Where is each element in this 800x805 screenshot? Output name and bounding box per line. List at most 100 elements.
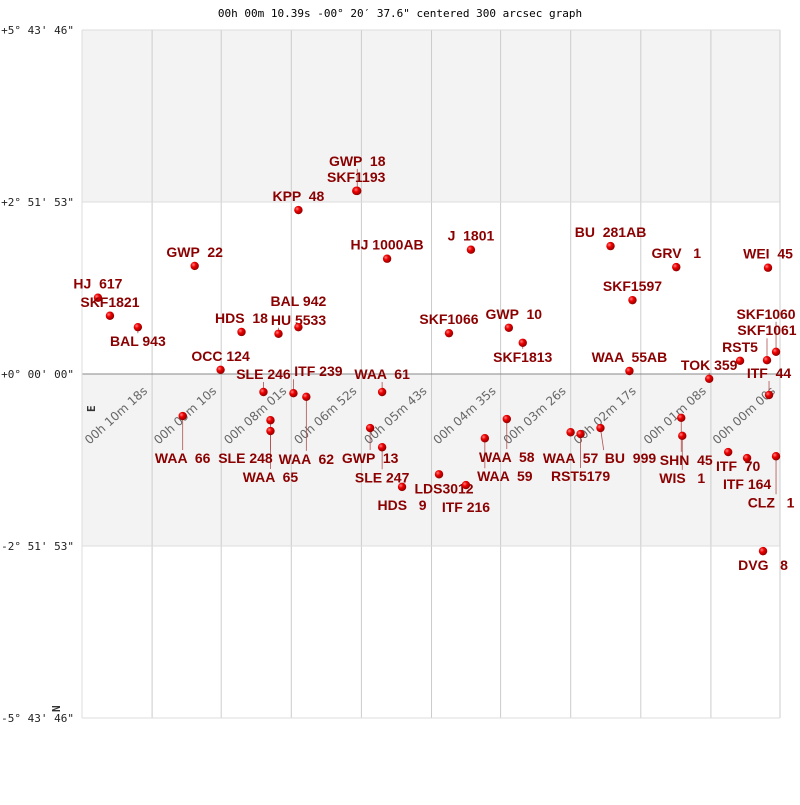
star[interactable]: GWP 18 (329, 153, 386, 196)
star-marker[interactable] (216, 365, 225, 374)
star-marker[interactable] (566, 428, 575, 437)
star-label[interactable]: ITF 44 (747, 365, 792, 381)
star[interactable]: SLE 246 (236, 366, 291, 397)
star-marker[interactable] (377, 387, 387, 397)
star[interactable]: WAA 58 (479, 414, 535, 465)
star-label[interactable]: SKF1193 (327, 169, 386, 185)
star-label[interactable]: SKF1060 (736, 306, 795, 322)
star[interactable]: WAA 57 (543, 428, 599, 466)
star-marker[interactable] (365, 423, 375, 433)
star[interactable]: SKF1060 (736, 306, 796, 356)
star-marker[interactable] (480, 434, 490, 443)
star[interactable]: ITF 44 (747, 365, 792, 400)
star[interactable]: SLE 247 (355, 443, 410, 485)
star[interactable]: DVG 8 (738, 546, 788, 573)
star-marker[interactable] (764, 390, 774, 400)
star-marker[interactable] (302, 392, 311, 402)
star[interactable]: WAA 55AB (592, 349, 668, 376)
star-marker[interactable] (502, 414, 511, 424)
star-marker[interactable] (606, 241, 615, 251)
star-marker[interactable] (763, 263, 773, 272)
star-marker[interactable] (461, 480, 471, 490)
star[interactable]: WIS 1 (659, 431, 705, 486)
star-marker[interactable] (596, 423, 605, 433)
star[interactable]: SHN 45 (660, 413, 713, 468)
star-marker[interactable] (294, 205, 303, 215)
star-label[interactable]: BAL 943 (110, 333, 166, 349)
star-marker[interactable] (294, 322, 303, 332)
star-label[interactable]: WIS 1 (659, 470, 705, 486)
star-label[interactable]: SKF1066 (419, 311, 478, 327)
star[interactable]: WAA 59 (477, 434, 533, 484)
star-label[interactable]: ITF 239 (294, 363, 342, 379)
star-marker[interactable] (266, 416, 275, 425)
star-marker[interactable] (237, 327, 246, 337)
star-label[interactable]: BU 999 (605, 450, 657, 466)
star[interactable]: WAA 62 (279, 392, 335, 467)
star[interactable]: ITF 70 (716, 447, 761, 474)
star-marker[interactable] (742, 453, 752, 463)
star-label[interactable]: ITF 216 (442, 499, 490, 515)
star-marker[interactable] (762, 355, 772, 365)
star-label[interactable]: HU 5533 (271, 312, 326, 328)
star-label[interactable]: WAA 66 (155, 450, 211, 466)
star[interactable]: J 1801 (448, 228, 495, 254)
star[interactable]: KPP 48 (272, 188, 325, 215)
star-label[interactable]: SLE 247 (355, 469, 410, 485)
star-label[interactable]: WAA 58 (479, 449, 535, 465)
star[interactable]: HJ 617 (73, 276, 123, 302)
star-label[interactable]: OCC 124 (191, 348, 250, 364)
star[interactable]: ITF 164 (723, 453, 771, 492)
star[interactable]: WAA 66 (155, 411, 211, 466)
star-label[interactable]: SKF1821 (80, 294, 139, 310)
star-label[interactable]: LDS3012 (414, 480, 473, 496)
star-label[interactable]: GWP 22 (166, 244, 223, 260)
star[interactable]: OCC 124 (191, 348, 250, 374)
star-label[interactable]: TOK 359 (681, 357, 738, 373)
star[interactable]: TOK 359 (681, 357, 738, 384)
star-marker[interactable] (266, 426, 275, 436)
star-label[interactable]: KPP 48 (272, 188, 324, 204)
star-marker[interactable] (735, 356, 745, 365)
star-marker[interactable] (93, 293, 103, 302)
star[interactable]: GWP 22 (166, 244, 223, 271)
star-marker[interactable] (133, 322, 143, 332)
star[interactable]: SKF1813 (493, 338, 553, 365)
star-label[interactable]: WAA 61 (354, 366, 410, 382)
star-marker[interactable] (771, 452, 781, 461)
star[interactable]: WAA 65 (243, 426, 299, 485)
star-label[interactable]: SLE 248 (218, 450, 273, 466)
star-marker[interactable] (704, 374, 714, 384)
star-label[interactable]: J 1801 (448, 228, 495, 244)
star[interactable]: CLZ 1 (748, 452, 795, 510)
star[interactable]: GWP 13 (342, 423, 399, 466)
star-label[interactable]: WAA 65 (243, 469, 299, 485)
star[interactable]: SKF1597 (603, 278, 662, 305)
star[interactable]: GWP 10 (486, 306, 543, 332)
star[interactable]: BAL 942 (271, 293, 327, 332)
star-label[interactable]: SKF1813 (493, 349, 552, 365)
star-label[interactable]: SLE 246 (236, 366, 291, 382)
star[interactable]: SLE 248 (218, 416, 275, 466)
star-marker[interactable] (397, 482, 407, 492)
star-marker[interactable] (672, 262, 681, 272)
star[interactable]: ITF 216 (442, 480, 490, 515)
star[interactable]: SKF1061 (737, 322, 797, 365)
star-label[interactable]: GWP 18 (329, 153, 386, 169)
star[interactable]: WEI 45 (743, 246, 793, 272)
star-marker[interactable] (625, 366, 634, 376)
star-label[interactable]: HJ 617 (73, 276, 122, 292)
star-marker[interactable] (190, 261, 199, 271)
star-marker[interactable] (105, 311, 115, 320)
star-marker[interactable] (677, 413, 686, 423)
star-label[interactable]: HDS 9 (378, 497, 427, 513)
star-label[interactable]: HDS 18 (215, 310, 268, 326)
star-label[interactable]: BU 281AB (575, 224, 647, 240)
star-marker[interactable] (178, 411, 187, 421)
star-label[interactable]: WEI 45 (743, 246, 793, 262)
star[interactable]: SKF1066 (419, 311, 479, 338)
star[interactable]: BAL 943 (110, 322, 166, 349)
star-label[interactable]: WAA 55AB (592, 349, 668, 365)
star-marker[interactable] (259, 387, 268, 397)
star-label[interactable]: DVG 8 (738, 557, 788, 573)
